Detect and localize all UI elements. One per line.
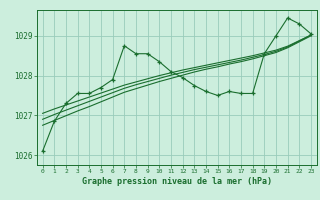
X-axis label: Graphe pression niveau de la mer (hPa): Graphe pression niveau de la mer (hPa) [82,177,272,186]
